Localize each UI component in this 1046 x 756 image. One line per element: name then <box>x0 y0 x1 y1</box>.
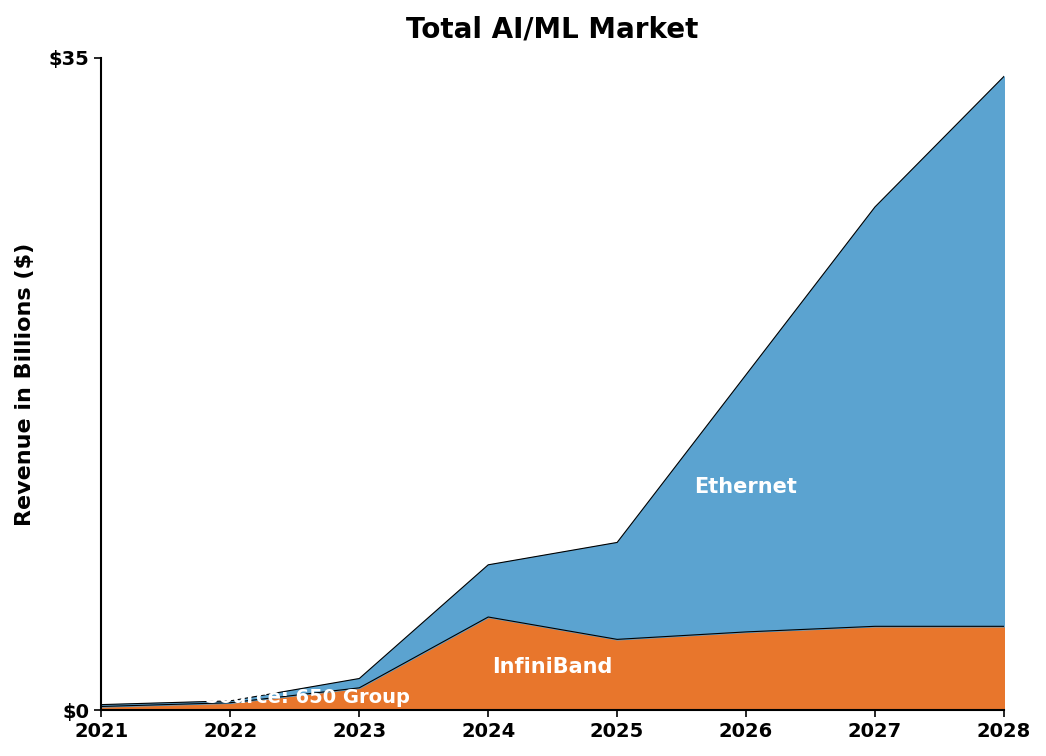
Title: Total AI/ML Market: Total AI/ML Market <box>407 15 699 43</box>
Y-axis label: Revenue in Billions ($): Revenue in Billions ($) <box>15 243 35 525</box>
Text: Ethernet: Ethernet <box>695 476 797 497</box>
Text: Source: 650 Group: Source: 650 Group <box>205 688 410 707</box>
Text: InfiniBand: InfiniBand <box>493 657 613 677</box>
